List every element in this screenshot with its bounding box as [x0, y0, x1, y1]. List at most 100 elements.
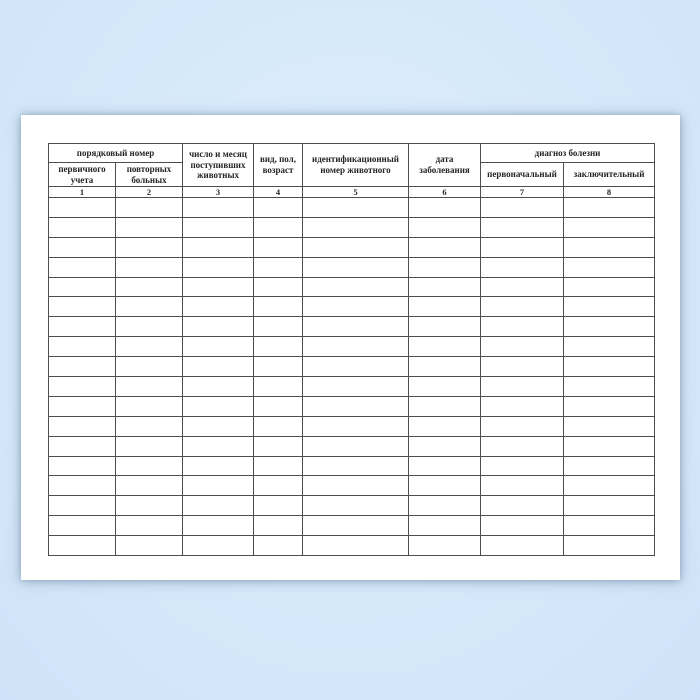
empty-cell — [408, 236, 481, 258]
empty-cell — [302, 395, 409, 417]
column-number: 8 — [562, 186, 656, 198]
empty-cell — [408, 316, 481, 338]
header-species-sex-age: вид, пол, возраст — [253, 143, 303, 187]
empty-cell — [115, 256, 183, 278]
empty-cell — [408, 256, 481, 278]
empty-cell — [480, 276, 564, 298]
empty-cell — [480, 316, 564, 338]
empty-cell — [253, 356, 303, 378]
header-repeat-patients: повторных больных — [115, 162, 183, 187]
empty-cell — [253, 415, 303, 437]
empty-cell — [480, 336, 564, 358]
empty-cell — [48, 376, 116, 397]
empty-cell — [115, 495, 183, 517]
empty-cell — [562, 376, 656, 397]
empty-cell — [562, 256, 656, 278]
registration-table: порядковый номер число и месяц поступивш… — [48, 143, 656, 557]
empty-cell — [302, 256, 409, 278]
empty-cell — [182, 316, 254, 338]
empty-cell — [562, 535, 656, 557]
empty-cell — [562, 515, 656, 537]
empty-cell — [253, 236, 303, 258]
empty-cell — [562, 216, 656, 238]
empty-cell — [253, 256, 303, 278]
empty-cell — [408, 296, 481, 318]
empty-cell — [48, 197, 116, 218]
empty-cell — [480, 535, 564, 557]
empty-cell — [48, 216, 116, 238]
header-disease-date: дата заболевания — [408, 143, 481, 187]
empty-cell — [408, 376, 481, 397]
empty-cell — [182, 236, 254, 258]
header-ordinal-number-group: порядковый номер — [48, 143, 183, 163]
empty-cell — [253, 316, 303, 338]
empty-cell — [253, 515, 303, 537]
empty-cell — [480, 395, 564, 417]
empty-cell — [182, 495, 254, 517]
empty-cell — [115, 376, 183, 397]
empty-row — [48, 216, 656, 238]
empty-row — [48, 415, 656, 437]
table-body — [48, 197, 656, 557]
empty-cell — [302, 336, 409, 358]
empty-cell — [253, 376, 303, 397]
empty-cell — [253, 336, 303, 358]
column-number: 4 — [253, 186, 303, 198]
empty-cell — [253, 197, 303, 218]
empty-cell — [562, 455, 656, 477]
empty-cell — [253, 395, 303, 417]
header-diagnosis-group: диагноз болезни — [479, 143, 656, 163]
empty-cell — [115, 336, 183, 358]
empty-cell — [408, 395, 481, 417]
empty-cell — [48, 495, 116, 517]
empty-row — [48, 356, 656, 378]
empty-row — [48, 376, 656, 397]
empty-cell — [562, 356, 656, 378]
empty-cell — [562, 475, 656, 497]
empty-cell — [48, 356, 116, 378]
empty-cell — [115, 515, 183, 537]
empty-cell — [408, 216, 481, 238]
header-final-diagnosis: заключительный — [562, 162, 656, 187]
header-group-row: порядковый номер число и месяц поступивш… — [48, 143, 656, 187]
empty-cell — [302, 475, 409, 497]
empty-cell — [302, 435, 409, 457]
empty-cell — [480, 356, 564, 378]
header-admission-date: число и месяц поступивших животных — [182, 143, 254, 187]
empty-row — [48, 395, 656, 417]
empty-cell — [115, 197, 183, 218]
empty-cell — [408, 276, 481, 298]
empty-cell — [408, 356, 481, 378]
empty-cell — [302, 316, 409, 338]
empty-cell — [48, 475, 116, 497]
empty-cell — [115, 316, 183, 338]
empty-cell — [115, 455, 183, 477]
empty-cell — [48, 316, 116, 338]
empty-cell — [48, 415, 116, 437]
empty-row — [48, 495, 656, 517]
empty-cell — [253, 435, 303, 457]
empty-cell — [302, 376, 409, 397]
empty-cell — [115, 415, 183, 437]
column-number: 6 — [408, 186, 481, 198]
header-sub-row: первичного учета повторных больных перво… — [48, 162, 656, 187]
empty-cell — [562, 276, 656, 298]
empty-cell — [562, 236, 656, 258]
empty-cell — [182, 256, 254, 278]
document-page: порядковый номер число и месяц поступивш… — [21, 115, 680, 580]
column-number: 3 — [182, 186, 254, 198]
empty-cell — [182, 475, 254, 497]
empty-cell — [302, 296, 409, 318]
empty-cell — [253, 475, 303, 497]
empty-row — [48, 535, 656, 557]
empty-cell — [115, 535, 183, 557]
empty-cell — [253, 296, 303, 318]
empty-cell — [182, 276, 254, 298]
empty-cell — [408, 197, 481, 218]
empty-cell — [408, 415, 481, 437]
empty-row — [48, 197, 656, 218]
empty-cell — [302, 415, 409, 437]
empty-cell — [182, 395, 254, 417]
empty-cell — [253, 216, 303, 238]
